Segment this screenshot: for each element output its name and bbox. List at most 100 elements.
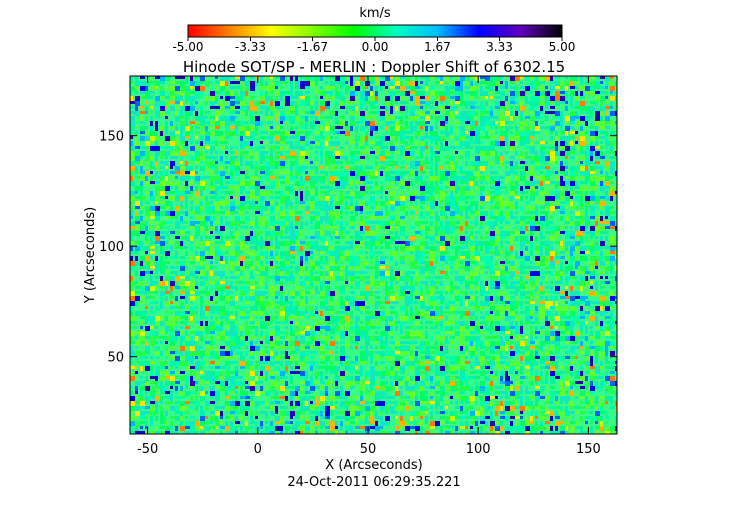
field-cell bbox=[585, 211, 588, 216]
field-cell bbox=[285, 176, 290, 181]
field-cell bbox=[460, 171, 465, 174]
field-cell bbox=[480, 141, 483, 144]
field-cell bbox=[335, 251, 340, 256]
field-cell bbox=[525, 206, 530, 209]
field-cell bbox=[400, 291, 405, 296]
field-cell bbox=[240, 276, 243, 279]
field-cell bbox=[335, 121, 340, 124]
field-cell bbox=[160, 106, 165, 111]
field-cell bbox=[420, 266, 425, 271]
field-cell bbox=[390, 236, 395, 241]
field-cell bbox=[325, 91, 330, 94]
field-cell bbox=[260, 171, 265, 174]
field-cell bbox=[290, 96, 295, 99]
field-cell bbox=[435, 226, 440, 231]
field-cell bbox=[485, 101, 488, 106]
field-cell bbox=[145, 251, 148, 254]
field-cell bbox=[370, 256, 373, 259]
field-cell bbox=[430, 86, 435, 89]
field-cell bbox=[355, 231, 360, 236]
field-cell bbox=[235, 81, 240, 84]
field-cell bbox=[415, 221, 420, 226]
field-cell bbox=[410, 236, 415, 241]
field-cell bbox=[365, 281, 370, 284]
field-cell bbox=[255, 201, 258, 204]
field-cell bbox=[170, 91, 175, 96]
field-cell bbox=[235, 326, 238, 331]
field-cell bbox=[325, 236, 328, 241]
field-cell bbox=[275, 186, 280, 189]
field-cell bbox=[345, 266, 348, 271]
field-cell bbox=[565, 261, 568, 264]
field-cell bbox=[540, 201, 545, 204]
field-cell bbox=[280, 251, 285, 256]
field-cell bbox=[470, 306, 475, 309]
field-cell bbox=[285, 131, 290, 136]
field-cell bbox=[270, 171, 273, 176]
field-cell bbox=[550, 171, 555, 174]
field-cell bbox=[405, 81, 410, 86]
field-cell bbox=[455, 136, 460, 141]
field-cell bbox=[460, 186, 465, 191]
field-cell bbox=[565, 176, 570, 179]
field-cell bbox=[605, 141, 610, 146]
field-cell bbox=[545, 246, 550, 251]
field-cell bbox=[245, 156, 250, 159]
field-cell bbox=[350, 256, 355, 261]
field-cell bbox=[595, 246, 600, 251]
field-cell bbox=[520, 316, 525, 321]
field-cell bbox=[595, 156, 600, 159]
field-cell bbox=[225, 241, 230, 246]
field-cell bbox=[425, 151, 430, 154]
field-cell bbox=[140, 256, 145, 261]
field-cell bbox=[225, 131, 230, 136]
field-cell bbox=[530, 241, 533, 246]
field-cell bbox=[550, 101, 553, 104]
field-cell bbox=[410, 266, 415, 269]
field-cell bbox=[465, 76, 470, 81]
field-cell bbox=[245, 186, 248, 189]
field-cell bbox=[615, 151, 617, 156]
field-cell bbox=[155, 271, 158, 274]
field-cell bbox=[155, 311, 158, 316]
field-cell bbox=[595, 256, 600, 261]
field-cell bbox=[460, 111, 465, 116]
field-cell bbox=[195, 206, 200, 211]
field-cell bbox=[255, 176, 260, 181]
field-cell bbox=[365, 136, 368, 141]
field-cell bbox=[410, 316, 415, 321]
field-cell bbox=[365, 151, 370, 154]
field-cell bbox=[390, 91, 395, 96]
field-cell bbox=[490, 311, 493, 314]
field-cell bbox=[220, 121, 225, 126]
field-cell bbox=[150, 246, 155, 249]
field-cell bbox=[495, 131, 498, 134]
field-cell bbox=[605, 91, 608, 96]
field-cell bbox=[275, 246, 280, 249]
field-cell bbox=[235, 216, 240, 221]
field-cell bbox=[440, 76, 443, 81]
field-cell bbox=[555, 296, 558, 301]
field-cell bbox=[400, 226, 405, 231]
field-cell bbox=[390, 266, 393, 271]
field-cell bbox=[155, 326, 158, 329]
field-cell bbox=[420, 161, 425, 166]
field-cell bbox=[195, 76, 200, 79]
field-cell bbox=[310, 116, 313, 119]
field-cell bbox=[365, 91, 370, 96]
field-cell bbox=[475, 326, 480, 331]
field-cell bbox=[470, 276, 473, 281]
field-cell bbox=[510, 76, 515, 81]
field-cell bbox=[175, 146, 180, 151]
field-cell bbox=[575, 106, 580, 109]
field-cell bbox=[255, 281, 258, 284]
field-cell bbox=[410, 226, 415, 229]
field-cell bbox=[400, 261, 405, 264]
field-cell bbox=[515, 196, 520, 199]
field-cell bbox=[615, 126, 617, 131]
field-cell bbox=[365, 306, 370, 309]
field-cell bbox=[275, 181, 280, 186]
field-cell bbox=[250, 246, 255, 249]
field-cell bbox=[140, 271, 145, 276]
field-cell bbox=[250, 231, 253, 236]
